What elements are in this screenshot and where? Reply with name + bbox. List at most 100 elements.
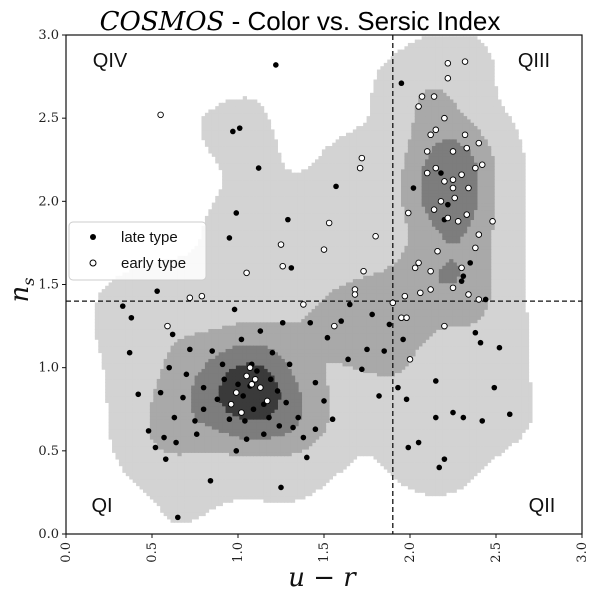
contour-cell <box>136 305 141 310</box>
contour-cell <box>112 312 117 317</box>
contour-cell <box>139 442 144 447</box>
contour-cell <box>143 415 148 420</box>
contour-cell <box>112 295 117 300</box>
contour-cell <box>125 322 131 327</box>
contour-cell <box>146 355 151 360</box>
contour-cell <box>122 348 127 354</box>
contour-cell <box>118 462 124 467</box>
contour-cell <box>115 365 120 370</box>
contour-cell <box>143 329 148 334</box>
contour-cell <box>115 368 120 374</box>
contour-cell <box>112 448 117 453</box>
contour-cell <box>149 462 155 467</box>
contour-cell <box>129 289 134 294</box>
contour-cell <box>146 322 151 327</box>
contour-cell <box>115 345 120 350</box>
contour-cell <box>139 372 144 377</box>
contour-cell <box>132 435 137 440</box>
contour-cell <box>125 279 131 284</box>
contour-cell <box>136 309 141 314</box>
contour-cell <box>101 309 106 314</box>
contour-cell <box>149 329 155 334</box>
contour-cell <box>108 365 113 370</box>
contour-cell <box>118 325 124 330</box>
contour-cell <box>105 352 110 357</box>
contour-cell <box>146 492 151 497</box>
contour-cell <box>146 385 151 390</box>
contour-cell <box>149 335 155 340</box>
contour-cell <box>139 432 144 437</box>
contour-cell <box>139 348 144 354</box>
contour-cell <box>149 392 155 397</box>
contour-cell <box>118 292 124 297</box>
contour-cell <box>122 279 127 284</box>
chart-title: COSMOS - Color vs. Sersic Index <box>100 6 501 37</box>
contour-cell <box>136 372 141 377</box>
contour-cell <box>146 342 151 347</box>
contour-cell <box>149 458 155 463</box>
contour-cell <box>129 412 134 417</box>
contour-cell <box>118 289 124 294</box>
contour-cell <box>98 309 103 314</box>
contour-cell <box>149 322 155 327</box>
contour-cell <box>98 338 103 344</box>
contour-cell <box>149 358 155 364</box>
contour-cell <box>112 405 117 410</box>
contour-cell <box>115 452 120 457</box>
contour-cell <box>143 485 148 490</box>
contour-cell <box>105 355 110 360</box>
contour-cell <box>125 325 131 330</box>
contour-cell <box>146 472 151 477</box>
contour-cell <box>129 415 134 420</box>
contour-cell <box>115 285 120 290</box>
contour-cell <box>143 488 148 493</box>
contour-cell <box>108 422 113 427</box>
contour-cell <box>266 119 272 124</box>
contour-cell <box>108 295 113 300</box>
contour-cell <box>118 445 124 450</box>
contour-cell <box>122 309 127 314</box>
contour-cell <box>149 368 155 374</box>
density-contours <box>94 36 533 523</box>
contour-cell <box>146 458 151 463</box>
contour-cell <box>129 355 134 360</box>
contour-cell <box>153 358 158 364</box>
contour-cell <box>149 342 155 347</box>
contour-cell <box>139 478 144 483</box>
contour-cell <box>98 315 103 320</box>
contour-cell <box>115 425 120 430</box>
contour-cell <box>118 279 124 284</box>
contour-cell <box>149 305 155 310</box>
contour-cell <box>108 322 113 327</box>
contour-cell <box>136 408 141 413</box>
contour-cell <box>153 492 158 497</box>
contour-cell <box>112 292 117 297</box>
contour-cell <box>112 418 117 423</box>
contour-cell <box>136 398 141 403</box>
contour-cell <box>153 478 158 483</box>
contour-cell <box>149 372 155 377</box>
contour-cell <box>136 442 141 447</box>
contour-cell <box>125 418 131 423</box>
contour-cell <box>125 345 131 350</box>
contour-cell <box>108 408 113 413</box>
contour-cell <box>115 382 120 387</box>
contour-cell <box>153 452 158 457</box>
contour-cell <box>122 285 127 290</box>
chart-title-italic: COSMOS <box>100 7 225 37</box>
contour-cell <box>101 312 106 317</box>
contour-cell <box>139 458 144 463</box>
contour-cell <box>108 428 113 433</box>
contour-cell <box>118 375 124 380</box>
contour-cell <box>118 345 124 350</box>
contour-cell <box>143 412 148 417</box>
contour-cell <box>125 472 131 477</box>
contour-cell <box>146 392 151 397</box>
contour-cell <box>94 335 100 340</box>
contour-cell <box>122 319 127 324</box>
contour-cell <box>136 332 141 337</box>
contour-cell <box>115 398 120 403</box>
contour-cell <box>108 415 113 420</box>
contour-cell <box>129 392 134 397</box>
contour-cell <box>112 289 117 294</box>
